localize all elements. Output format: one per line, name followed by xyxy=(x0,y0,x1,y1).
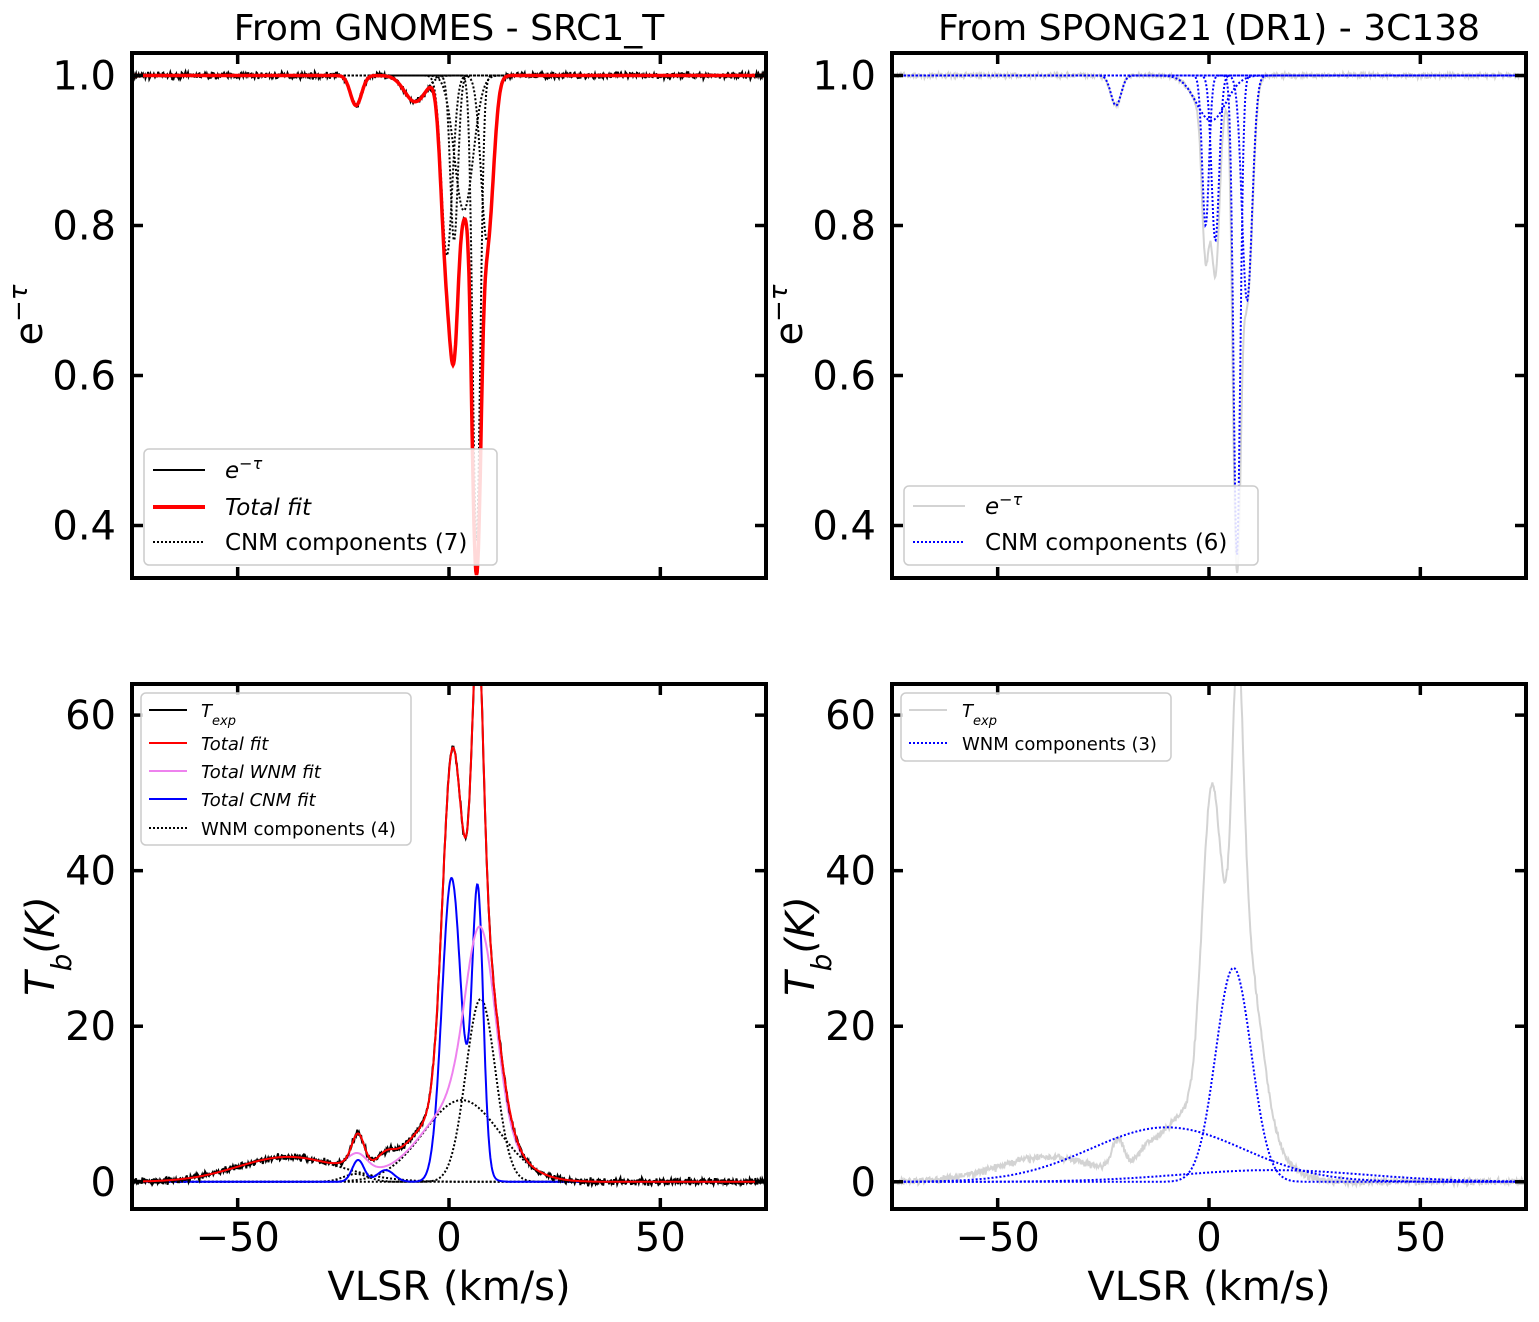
wnm-components xyxy=(132,997,766,1183)
y-tick-label: 0 xyxy=(851,1160,876,1206)
y-axis-label: e−τ xyxy=(764,284,811,345)
x-tick-label: −50 xyxy=(955,1215,1039,1261)
legend-label: Texp xyxy=(201,701,236,729)
y-tick-label: 0.6 xyxy=(52,354,116,400)
observed-absorption-line xyxy=(892,69,1526,574)
cnm-component-line xyxy=(892,74,1526,303)
legend-label: CNM components (7) xyxy=(225,530,467,556)
cnm-component-line xyxy=(132,74,766,103)
y-tick-label: 20 xyxy=(65,1004,116,1050)
wnm-component-line xyxy=(892,1169,1526,1183)
total-cnm-fit-line xyxy=(132,876,766,1183)
y-tick-label: 0.4 xyxy=(812,504,876,550)
axis-ticks: −50 0 50 0 20 40 60 xyxy=(65,684,766,1261)
legend: e−τ CNM components (6) xyxy=(903,485,1259,566)
y-axis-label: Tb(K) xyxy=(18,896,78,996)
y-axis-label: Tb(K) xyxy=(778,896,838,996)
axis-ticks: 0.4 0.6 0.8 1.0 xyxy=(52,53,766,578)
panel-bottom-left: −50 0 50 0 20 40 60 VLSR (km/s) Tb(K) Texp Tot… xyxy=(18,682,768,1310)
x-tick-label: 50 xyxy=(635,1215,686,1261)
legend-label: Total WNM fit xyxy=(201,762,322,783)
y-tick-label: 20 xyxy=(825,1004,876,1050)
legend-label: e−τ xyxy=(225,454,263,485)
legend-label: CNM components (6) xyxy=(985,530,1227,556)
y-tick-label: 60 xyxy=(825,693,876,739)
cnm-component-line xyxy=(132,74,766,107)
legend-box xyxy=(140,692,412,846)
cnm-component-line xyxy=(892,74,1526,555)
wnm-component-line xyxy=(892,966,1526,1183)
legend-label: e−τ xyxy=(985,490,1023,521)
x-tick-label: −50 xyxy=(195,1215,279,1261)
legend-label: Total CNM fit xyxy=(201,790,317,811)
cnm-component-line xyxy=(892,74,1526,228)
panel-top-left: From GNOMES - SRC1_T 0.4 0.6 0.8 1.0 e−τ e−… xyxy=(4,8,768,580)
panel-top-right: From SPONG21 (DR1) - 3C138 0.40.60.81.0 … xyxy=(764,8,1528,580)
legend-label: Total fit xyxy=(225,495,312,521)
wnm-component-line xyxy=(132,997,766,1183)
cnm-components xyxy=(892,74,1526,555)
axis-ticks: −50 0 50 0 20 40 60 xyxy=(825,684,1526,1261)
legend-box xyxy=(903,485,1259,566)
y-axis-label: e−τ xyxy=(4,284,51,345)
y-tick-label: 40 xyxy=(65,849,116,895)
x-tick-label: 50 xyxy=(1395,1215,1446,1261)
legend-label: WNM components (4) xyxy=(201,819,396,840)
total-fit-line xyxy=(132,73,766,576)
plot-frame xyxy=(890,682,1528,1211)
y-tick-label: 1.0 xyxy=(52,54,116,100)
y-tick-label: 1.0 xyxy=(812,54,876,100)
panel-title: From SPONG21 (DR1) - 3C138 xyxy=(938,8,1480,49)
legend-label: WNM components (3) xyxy=(962,734,1157,755)
x-tick-label: 0 xyxy=(436,1215,461,1261)
legend: Texp Total fit Total WNM fit Total CNM f… xyxy=(140,692,412,846)
panel-title: From GNOMES - SRC1_T xyxy=(234,8,665,49)
legend-box xyxy=(900,692,1172,762)
legend: Texp WNM components (3) xyxy=(900,692,1172,762)
y-tick-label: 0.6 xyxy=(812,354,876,400)
axis-ticks: 0.4 0.6 0.8 1.0 xyxy=(812,53,1526,578)
cnm-component-line xyxy=(132,74,766,242)
legend: e−τ Total fit CNM components (7) xyxy=(143,448,498,566)
legend-label: Texp xyxy=(962,701,997,729)
panel-bottom-right: −50 0 50 0 20 40 60 VLSR (km/s) Tb(K) Texp WNM… xyxy=(778,682,1528,1310)
y-tick-label: 0.8 xyxy=(52,204,116,250)
y-tick-label: 60 xyxy=(65,693,116,739)
y-tick-label: 0 xyxy=(91,1160,116,1206)
y-tick-label: 0.4 xyxy=(52,504,116,550)
x-axis-label: VLSR (km/s) xyxy=(1087,1264,1330,1310)
total-fit-line xyxy=(132,684,766,1183)
legend-box xyxy=(143,448,498,566)
x-tick-label: 0 xyxy=(1196,1215,1221,1261)
y-tick-label: 40 xyxy=(825,849,876,895)
total-wnm-fit-line xyxy=(132,925,766,1183)
x-axis-label: VLSR (km/s) xyxy=(327,1264,570,1310)
legend-label: Total fit xyxy=(201,734,269,755)
cnm-component-line xyxy=(132,74,766,243)
y-tick-label: 0.8 xyxy=(812,204,876,250)
wnm-components xyxy=(892,966,1526,1183)
wnm-component-line xyxy=(892,1126,1526,1183)
